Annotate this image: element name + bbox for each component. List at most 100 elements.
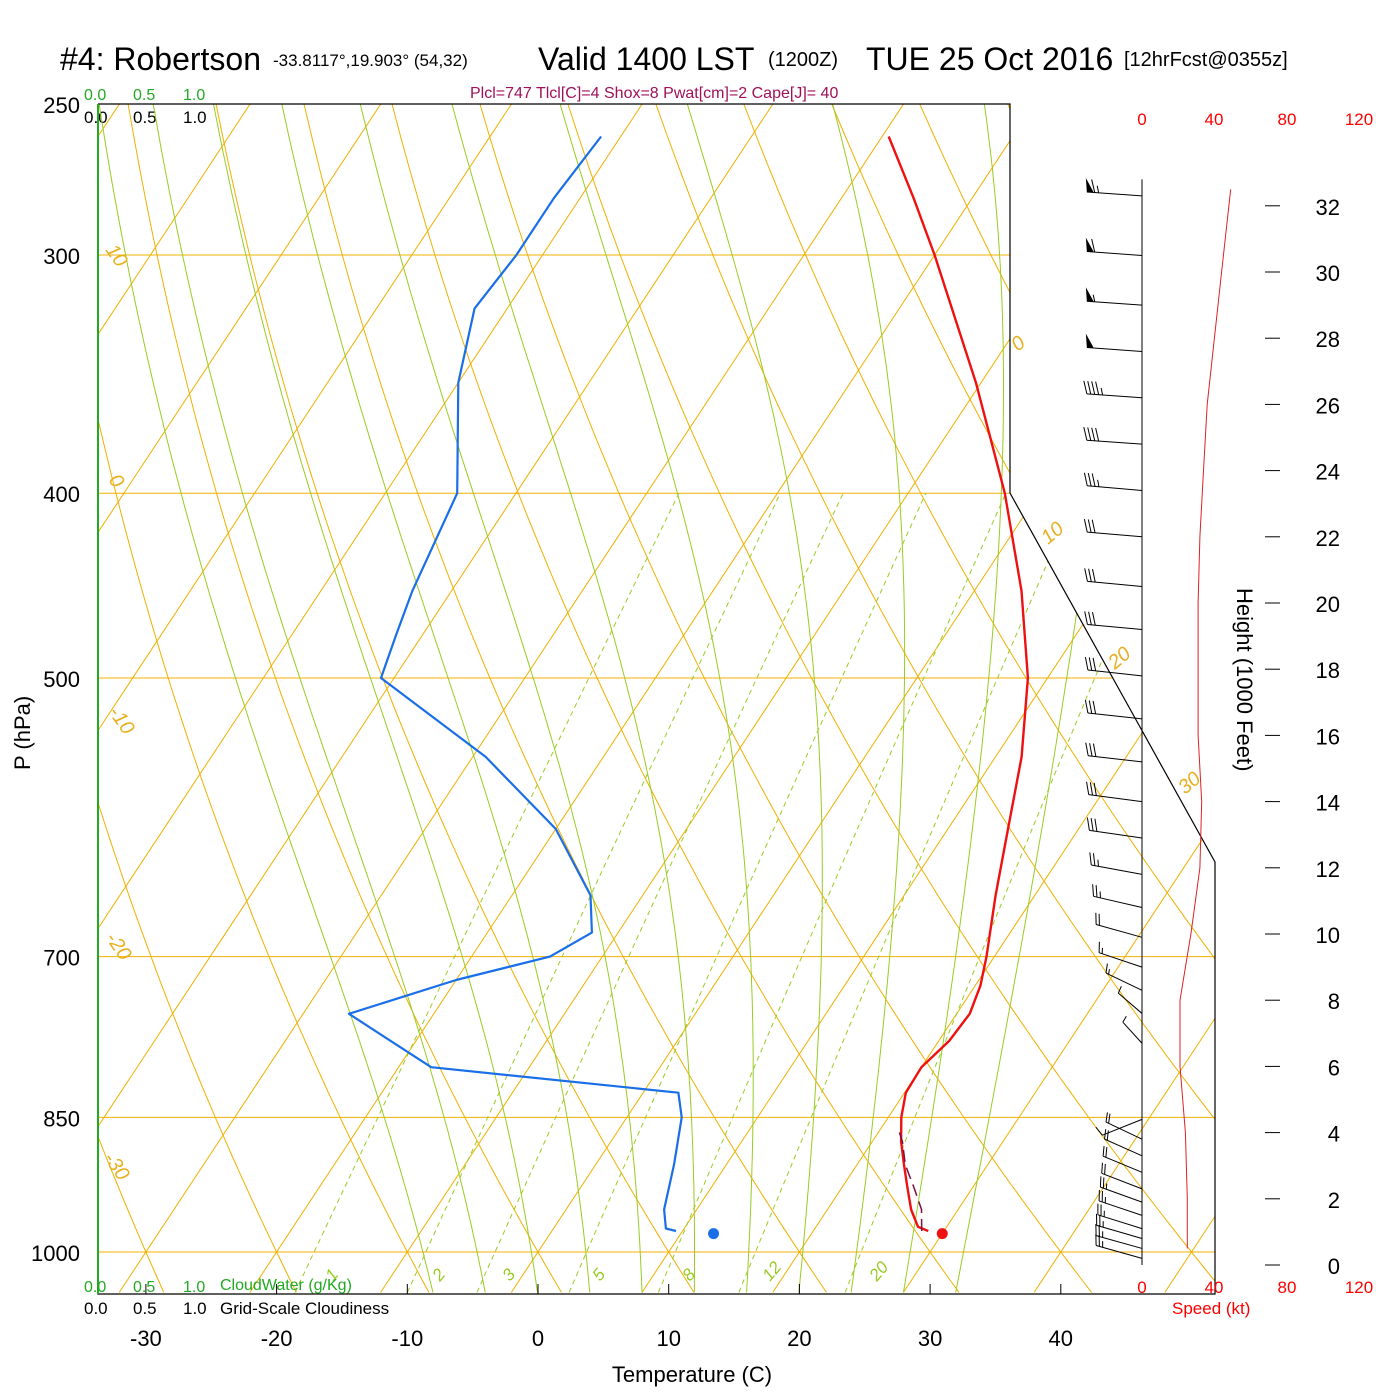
mixing-ratio-label: 8: [679, 1265, 700, 1285]
mixing-ratio-line: [738, 493, 1079, 1293]
moist-adiabat-line: [147, 104, 486, 1293]
background-line-group: [0, 70, 1400, 1293]
height-tick-label: 28: [1316, 327, 1340, 352]
moist-adiabat-line: [676, 104, 823, 1293]
wind-barb: [1095, 1233, 1143, 1259]
pressure-tick-label: 250: [43, 93, 80, 118]
speed-bottom-tick: 40: [1205, 1278, 1224, 1297]
top-cloudwater-tick: 1.0: [183, 87, 205, 104]
wind-barb: [1117, 985, 1143, 1014]
bottom-cloudwater-tick: 1.0: [183, 1279, 205, 1296]
dry-adiabat-line: [643, 104, 1215, 1293]
wind-barb: [1085, 333, 1143, 352]
bottom-cloudiness-tick: 1.0: [183, 1299, 207, 1318]
wind-barb: [1085, 178, 1143, 197]
mixing-ratio-label: 5: [589, 1265, 610, 1285]
isotherm-line: [1164, 104, 1215, 1293]
wind-barbs: [1083, 178, 1143, 1259]
wind-barb: [1097, 1203, 1143, 1230]
pressure-tick-label: 700: [43, 946, 80, 971]
height-axis-label: Height (1000 Feet): [1232, 588, 1257, 771]
height-tick-label: 4: [1328, 1122, 1340, 1147]
dry-adiabat-line: [730, 104, 1215, 1293]
height-tick-label: 18: [1316, 658, 1340, 683]
speed-bottom-tick: 80: [1278, 1278, 1297, 1297]
isotherm-label: 10: [101, 240, 132, 271]
top-cloudwater-tick: 0.0: [84, 87, 106, 104]
y-axis-label: P (hPa): [10, 696, 35, 770]
pressure-axis: 250 300 400 500 700 850 1000: [31, 93, 80, 1266]
station-title: #4: Robertson: [60, 41, 261, 77]
wind-speed-bottom-axis: 0 40 80 120 Speed (kt): [1137, 1278, 1373, 1318]
height-tick-label: 10: [1316, 923, 1340, 948]
isotherm-line: [641, 104, 1215, 1293]
isotherm-label: -30: [99, 1148, 134, 1184]
height-tick-label: 24: [1316, 460, 1340, 485]
wind-barb: [1098, 941, 1143, 968]
mixing-ratio-label: 12: [759, 1257, 786, 1284]
bottom-cloudiness-legend: 0.0 0.5 1.0 Grid-Scale Cloudiness: [84, 1299, 389, 1318]
height-tick-label: 30: [1316, 261, 1340, 286]
wind-barb: [1098, 1189, 1143, 1216]
cloudwater-label: CloudWater (g/Kg): [220, 1277, 352, 1294]
pressure-tick-label: 400: [43, 482, 80, 507]
top-cloudwater-tick: 0.5: [133, 87, 155, 104]
height-tick-label: 22: [1316, 526, 1340, 551]
wind-barb: [1105, 1112, 1143, 1140]
moist-adiabat-line: [98, 104, 434, 1293]
dry-adiabat-line: [122, 104, 562, 1293]
speed-axis-label: Speed (kt): [1172, 1299, 1250, 1318]
wind-barb: [1105, 963, 1143, 991]
dry-adiabat-line: [0, 70, 31, 1292]
isotherm-line: [98, 104, 535, 1293]
isotherm-line: [772, 104, 1215, 1293]
wind-barb: [1102, 1145, 1143, 1173]
dry-adiabat-line: [98, 104, 430, 1293]
moist-adiabat-line: [823, 104, 906, 1293]
top-cloudiness-scale: 0.0 0.5 1.0: [84, 108, 207, 127]
mixing-ratio-line: [294, 492, 680, 1293]
top-cloudiness-tick: 0.0: [84, 108, 108, 127]
height-tick-label: 26: [1316, 393, 1340, 418]
temperature-tick-label: 30: [918, 1326, 942, 1351]
zulu-time: (1200Z): [768, 49, 838, 71]
bottom-cloudwater-tick: 0.0: [84, 1279, 106, 1296]
height-tick-label: 6: [1328, 1055, 1340, 1080]
wind-barb: [1085, 237, 1143, 256]
mixing-ratio-label: 2: [428, 1265, 450, 1286]
wind-barb: [1092, 884, 1143, 909]
moist-adiabat-line: [902, 104, 1004, 1293]
isotherm-line: [249, 104, 1058, 1293]
temperature-tick-label: -30: [130, 1326, 162, 1351]
dry-adiabat-line: [98, 104, 297, 1293]
temperature-axis: -30 -20 -10 0 10 20 30 40: [130, 1284, 1073, 1351]
isotherm-line: [510, 104, 1215, 1293]
wind-barb: [1084, 568, 1143, 587]
wind-barb: [1083, 518, 1143, 538]
isotherm-line: [903, 104, 1215, 1293]
speed-bottom-tick: 0: [1137, 1278, 1146, 1297]
wind-barb: [1095, 1224, 1143, 1249]
height-tick-label: 0: [1328, 1254, 1340, 1279]
wind-barb: [1095, 1118, 1143, 1136]
pressure-tick-label: 850: [43, 1106, 80, 1131]
isotherm-label: 0: [104, 470, 128, 492]
moist-adiabat-line: [955, 104, 1125, 1293]
speed-top-tick: 80: [1278, 110, 1297, 129]
moist-adiabat-line: [351, 104, 643, 1293]
wind-speed-top-axis: 0 40 80 120: [1137, 110, 1373, 129]
dry-adiabat-line: [98, 104, 165, 1293]
temperature-tick-label: 0: [532, 1326, 544, 1351]
speed-top-tick: 40: [1205, 110, 1224, 129]
isotherm-line: [118, 104, 927, 1293]
station-coords: -33.8117°,19.903° (54,32): [273, 51, 468, 70]
mixing-ratio-line: [476, 492, 844, 1293]
isotherm-line: [98, 104, 404, 1293]
dry-adiabat-line: [556, 104, 1215, 1293]
temperature-tick-label: -10: [391, 1326, 423, 1351]
bottom-cloudiness-tick: 0.5: [133, 1299, 157, 1318]
dry-adiabat-line: [469, 104, 1092, 1293]
dry-adiabat-line: [1340, 70, 1400, 1292]
wind-barb: [1086, 781, 1143, 803]
